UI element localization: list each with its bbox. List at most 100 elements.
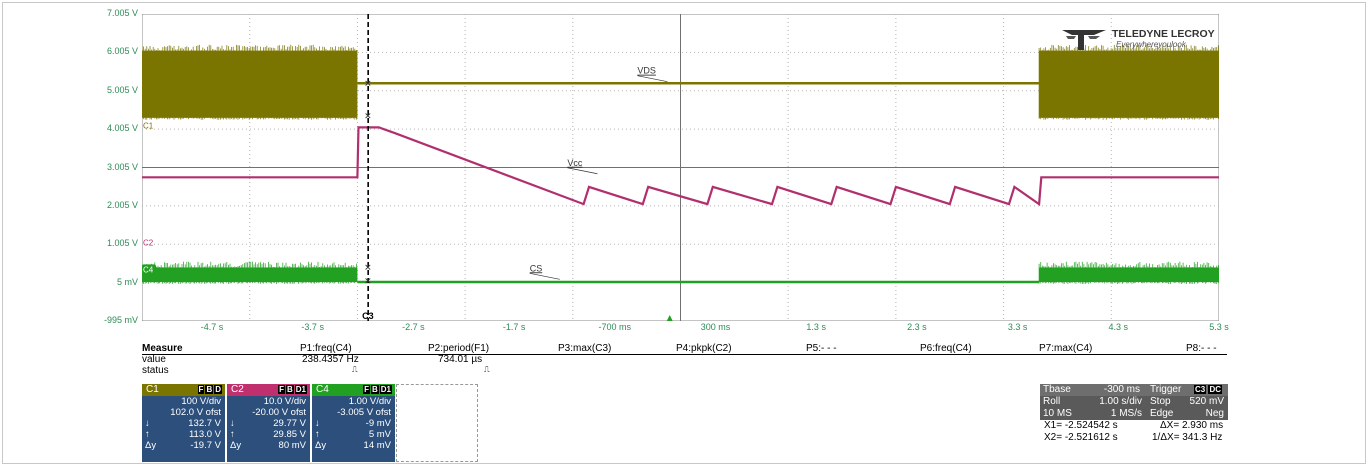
tbase-label: Tbase	[1043, 384, 1071, 395]
time-per-div: 1.00 s/div	[1084, 396, 1142, 407]
measure-status-label: status	[142, 365, 169, 376]
measure-header-p2[interactable]: P2:period(F1)	[428, 343, 489, 354]
y-tick-label: -995 mV	[104, 315, 142, 325]
channel-c4-box[interactable]: C4 F B D1 1.00 V/div -3.005 V ofst ↓ -9 mV …	[312, 384, 395, 462]
x-tick-label: 2.3 s	[907, 322, 927, 332]
cursor-marker-icon: ✕	[364, 79, 372, 89]
trigger-label: Trigger	[1150, 384, 1181, 395]
trig-dc-icon: DC	[1208, 385, 1222, 394]
measure-value-label: value	[142, 354, 166, 365]
c1-cursor-down: 132.7 V	[188, 418, 221, 429]
status-icon-p1: ⎍	[352, 365, 358, 375]
timebase-row-2: 10 MS 1 MS/s Edge Neg	[1040, 408, 1228, 420]
x-tick-label: 300 ms	[701, 322, 731, 332]
measure-header-p8[interactable]: P8:- - -	[1186, 343, 1217, 354]
roll-label: Roll	[1043, 396, 1060, 407]
x-tick-label: 4.3 s	[1109, 322, 1129, 332]
y-tick-label: 5 mV	[117, 277, 142, 287]
y-tick-label: 2.005 V	[107, 200, 142, 210]
c1-delta-y: -19.7 V	[190, 440, 221, 451]
x-tick-label: -4.7 s	[201, 322, 224, 332]
cursor-marker-icon: ✕	[364, 112, 372, 122]
c2-vdiv: 10.0 V/div	[264, 396, 306, 407]
x-tick-label: -700 ms	[599, 322, 632, 332]
cursor-row-1: X1= -2.524542 s ΔX= 2.930 ms	[1040, 420, 1228, 432]
measure-header-p3[interactable]: P3:max(C3)	[558, 343, 611, 354]
c2-up-arrow-icon: ↑	[230, 429, 235, 440]
y-tick-label: 3.005 V	[107, 162, 142, 172]
logo-tagline: Everywhereyoulook	[1116, 40, 1187, 49]
cursor-x2: X2= -2.521612 s	[1044, 432, 1118, 443]
channel-marker-c1: C1	[143, 121, 154, 130]
channel-marker-c4: C4	[143, 265, 154, 274]
measure-header-row: Measure P1:freq(C4) P2:period(F1) P3:max…	[142, 343, 1227, 354]
channel-c2-header: C2 F B D1	[227, 384, 310, 396]
waveform-plot[interactable]: VDS Vcc CS ✕ ✕ ✕ ✕ C3 C1 C2 C4	[142, 14, 1219, 321]
edge-slope: Neg	[1190, 408, 1224, 419]
series-vds-noise	[1039, 45, 1218, 120]
series-label-cs: CS	[530, 263, 543, 273]
c2-delta-y: 80 mV	[279, 440, 306, 451]
measure-header-p1[interactable]: P1:freq(C4)	[300, 343, 352, 354]
tag-f-icon: F	[198, 385, 205, 394]
channel-c1-name: C1	[146, 384, 159, 395]
y-tick-label: 1.005 V	[107, 238, 142, 248]
measure-status-row: status ⎍ ⎍	[142, 365, 1227, 376]
timebase-header: Tbase -300 ms Trigger C3 DC	[1040, 384, 1228, 396]
cursor-row-2: X2= -2.521612 s 1/ΔX= 341.3 Hz	[1040, 432, 1228, 444]
tag-d-icon: D	[214, 385, 222, 394]
x-tick-label: -1.7 s	[503, 322, 526, 332]
c1-offset: 102.0 V ofst	[170, 407, 221, 418]
memory-depth: 10 MS	[1043, 408, 1072, 419]
tag-b-icon: B	[371, 385, 379, 394]
tag-d1-icon: D1	[380, 385, 392, 394]
c1-dy-label: Δy	[145, 440, 156, 451]
cursor-marker-icon: ✕	[364, 277, 372, 287]
channel-c1-header: C1 FBD	[142, 384, 225, 396]
measure-header-p7[interactable]: P7:max(C4)	[1039, 343, 1092, 354]
channel-c4-name: C4	[316, 384, 329, 395]
tbase-value: -300 ms	[1090, 384, 1140, 395]
y-tick-label: 6.005 V	[107, 46, 142, 56]
timebase-panel[interactable]: Tbase -300 ms Trigger C3 DC Roll 1.00 s/…	[1040, 384, 1228, 444]
trigger-level: 520 mV	[1180, 396, 1224, 407]
measure-header-p5[interactable]: P5:- - -	[806, 343, 837, 354]
channel-c2-box[interactable]: C2 F B D1 10.0 V/div -20.00 V ofst ↓ 29.77 …	[227, 384, 310, 462]
series-vds-noise	[142, 45, 356, 120]
cursor-marker-icon: ✕	[364, 263, 372, 273]
c2-cursor-up: 29.85 V	[273, 429, 306, 440]
measure-header-p6[interactable]: P6:freq(C4)	[920, 343, 972, 354]
x-tick-label: -2.7 s	[402, 322, 425, 332]
empty-channel-slot[interactable]	[396, 384, 478, 462]
teledyne-lecroy-logo: TELEDYNE LECROY Everywhereyoulook	[1060, 24, 1220, 52]
c4-cursor-up: 5 mV	[369, 429, 391, 440]
c4-cursor-down: -9 mV	[366, 418, 391, 429]
tag-f-icon: F	[363, 385, 370, 394]
c4-up-arrow-icon: ↑	[315, 429, 320, 440]
c1-cursor-up: 113.0 V	[189, 429, 221, 440]
channel-c2-name: C2	[231, 384, 244, 395]
c2-offset: -20.00 V ofst	[252, 407, 306, 418]
c1-up-arrow-icon: ↑	[145, 429, 150, 440]
tag-f-icon: F	[278, 385, 285, 394]
x-tick-label: 5.3 s	[1209, 322, 1229, 332]
c4-delta-y: 14 mV	[364, 440, 391, 451]
c1-down-arrow-icon: ↓	[145, 418, 150, 429]
trig-c3-icon: C3	[1194, 385, 1206, 394]
edge-label: Edge	[1150, 408, 1173, 419]
series-label-vcc: Vcc	[567, 158, 583, 168]
timebase-row-1: Roll 1.00 s/div Stop 520 mV	[1040, 396, 1228, 408]
y-tick-label: 7.005 V	[107, 8, 142, 18]
x-tick-label: 1.3 s	[806, 322, 826, 332]
measure-header-p4[interactable]: P4:pkpk(C2)	[676, 343, 732, 354]
c4-dy-label: Δy	[315, 440, 326, 451]
y-tick-label: 4.005 V	[107, 123, 142, 133]
cursor-delta-x: ΔX= 2.930 ms	[1160, 420, 1223, 431]
y-tick-label: 5.005 V	[107, 85, 142, 95]
x-tick-label: 3.3 s	[1008, 322, 1028, 332]
x-tick-label: -3.7 s	[301, 322, 324, 332]
channel-c4-header: C4 F B D1	[312, 384, 395, 396]
channel-c1-box[interactable]: C1 FBD 100 V/div 102.0 V ofst ↓ 132.7 V ↑…	[142, 384, 225, 462]
tag-b-icon: B	[286, 385, 294, 394]
c2-dy-label: Δy	[230, 440, 241, 451]
